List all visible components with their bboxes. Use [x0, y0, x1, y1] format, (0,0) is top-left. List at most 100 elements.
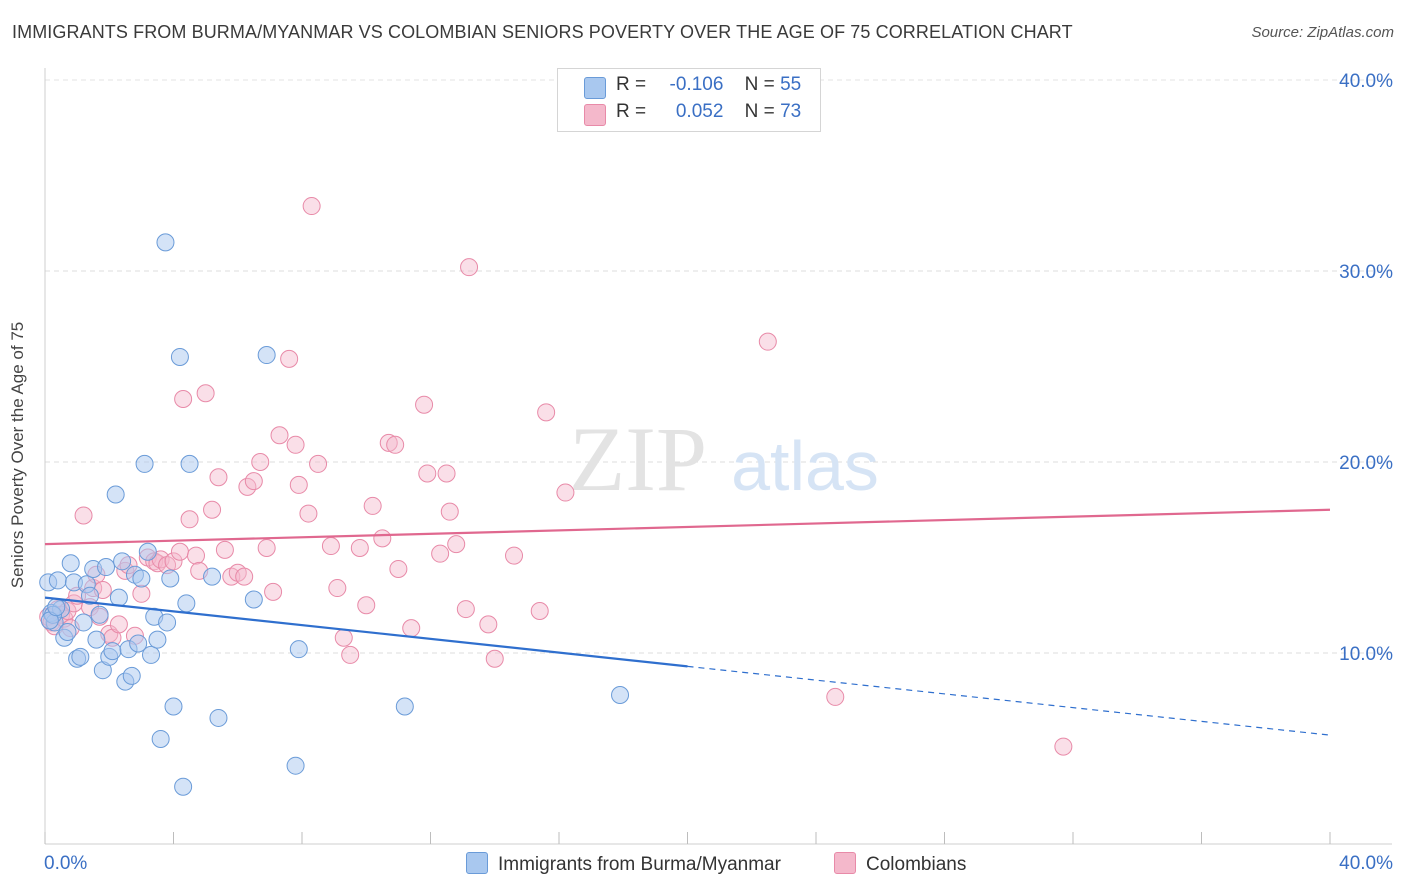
watermark-zip: ZIP: [569, 408, 707, 510]
burma-point: [132, 569, 151, 588]
colombians-point: [132, 584, 151, 603]
colombians-points: [39, 197, 1073, 756]
burma-point: [58, 622, 77, 641]
colombians-point: [556, 483, 575, 502]
colombians-point: [530, 601, 549, 620]
y-tick-label: 30.0%: [1339, 262, 1393, 283]
bottom-legend-colombians: Colombians: [834, 852, 966, 876]
trend-lines: [44, 508, 1331, 736]
colombians-point: [373, 529, 392, 548]
colombians-point: [402, 619, 421, 638]
colombians-point: [209, 468, 228, 487]
colombians-point: [418, 464, 437, 483]
burma-point: [161, 569, 180, 588]
burma-point: [180, 454, 199, 473]
colombians-point: [1054, 737, 1073, 756]
colombians-point: [758, 332, 777, 351]
burma-point: [164, 697, 183, 716]
burma-point: [158, 613, 177, 632]
burma-point: [113, 552, 132, 571]
colombians-point: [74, 506, 93, 525]
burma-point: [151, 729, 170, 748]
legend-n-label: N =: [744, 101, 775, 122]
burma-points: [39, 233, 630, 796]
correlation-legend: R = -0.106 N = 55 R = 0.052 N = 73: [557, 68, 821, 132]
burma-point: [87, 630, 106, 649]
legend-r-value: -0.106: [669, 74, 724, 95]
burma-point: [129, 634, 148, 653]
burma-point: [244, 590, 263, 609]
burma-point: [135, 454, 154, 473]
colombians-point: [286, 435, 305, 454]
burma-point: [257, 346, 276, 365]
burma-point: [80, 586, 99, 605]
watermark: ZIP atlas: [569, 408, 879, 510]
colombians-point: [257, 538, 276, 557]
burma-point: [97, 558, 116, 577]
colombians-point: [321, 537, 340, 556]
burma-point: [47, 598, 66, 617]
legend-r-label: R =: [616, 74, 647, 95]
bottom-legend-swatch-burma: [466, 852, 488, 874]
axes: [44, 68, 1392, 845]
colombians-point: [479, 615, 498, 634]
colombians-point: [379, 433, 398, 452]
colombians-point: [431, 544, 450, 563]
burma-point: [286, 756, 305, 775]
burma-trend-line: [44, 596, 688, 668]
colombians-point: [302, 197, 321, 216]
burma-point: [174, 777, 193, 796]
burma-point: [103, 642, 122, 661]
burma-point: [203, 567, 222, 586]
burma-point: [209, 708, 228, 727]
legend-n-value: 55: [780, 74, 802, 95]
burma-point: [289, 640, 308, 659]
burma-point: [122, 666, 141, 685]
y-tick-label: 20.0%: [1339, 453, 1393, 474]
colombians-point: [264, 582, 283, 601]
tick-labels: 10.0% 20.0% 30.0% 40.0% 0.0% 40.0%: [44, 71, 1393, 874]
legend-r-value: 0.052: [675, 101, 724, 122]
colombians-point: [215, 540, 234, 559]
colombians-point: [244, 472, 263, 491]
colombians-point: [299, 504, 318, 523]
colombians-point: [164, 552, 183, 571]
burma-point: [138, 542, 157, 561]
legend-r-label: R =: [616, 101, 647, 122]
colombians-point: [170, 542, 189, 561]
colombians-point: [485, 649, 504, 668]
colombians-point: [826, 687, 845, 706]
colombians-point: [280, 349, 299, 368]
y-tick-label: 40.0%: [1339, 71, 1393, 92]
colombians-point: [437, 464, 456, 483]
colombians-point: [180, 510, 199, 529]
x-tick-label: 40.0%: [1339, 853, 1393, 874]
colombians-point: [456, 600, 475, 619]
colombians-point: [196, 384, 215, 403]
colombians-point: [251, 453, 270, 471]
colombians-point: [447, 535, 466, 554]
colombians-point: [460, 258, 479, 277]
bottom-legend-label-colombians: Colombians: [866, 854, 967, 875]
colombians-point: [270, 426, 289, 445]
colombians-point: [350, 538, 369, 557]
burma-point: [156, 233, 175, 252]
bottom-legend-swatch-colombians: [834, 852, 856, 874]
colombians-point: [174, 389, 193, 408]
colombians-point: [109, 615, 128, 634]
colombians-point: [334, 628, 353, 647]
burma-point: [142, 645, 161, 664]
legend-n-value: 73: [780, 101, 802, 122]
burma-point: [74, 613, 93, 632]
colombians-point: [505, 546, 524, 565]
y-tick-label: 10.0%: [1339, 644, 1393, 665]
chart-title: IMMIGRANTS FROM BURMA/MYANMAR VS COLOMBI…: [12, 22, 1073, 42]
burma-point: [61, 554, 80, 573]
bottom-legend-burma: Immigrants from Burma/Myanmar: [466, 852, 781, 876]
burma-trend-line-dashed: [687, 665, 1331, 736]
burma-point: [90, 605, 109, 624]
colombians-point: [341, 645, 360, 664]
burma-point: [109, 588, 128, 607]
burma-point: [170, 347, 189, 366]
